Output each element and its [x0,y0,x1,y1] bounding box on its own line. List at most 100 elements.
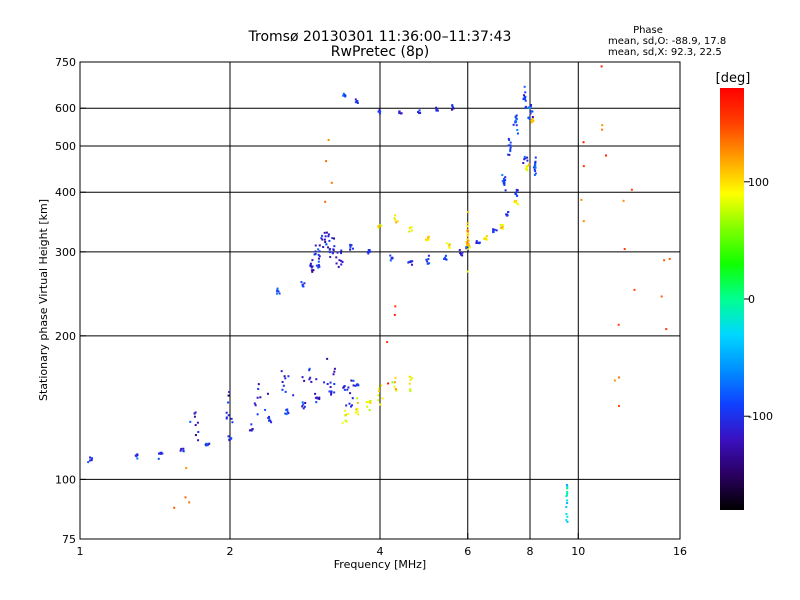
data-point [90,459,93,462]
data-point [369,250,372,253]
data-point [477,241,480,244]
data-point [408,230,411,233]
data-point [321,234,324,237]
data-point [318,255,321,258]
data-point [311,259,314,262]
data-point [391,381,394,384]
data-point [514,192,517,195]
data-point [318,396,321,399]
x-tick-label: 4 [377,545,384,558]
data-point [254,404,257,407]
data-point [329,255,332,258]
data-point [394,376,397,379]
data-point [327,235,330,238]
data-point [189,420,192,423]
data-point [323,238,326,241]
data-point [665,328,668,331]
data-point [427,237,430,240]
data-point [566,515,569,518]
data-point [356,101,359,104]
data-point [287,375,290,378]
data-point [333,391,336,394]
data-point [565,506,568,509]
data-point [331,237,334,240]
data-point [409,378,412,381]
data-point [467,242,470,245]
data-point [348,402,351,405]
chart-title: Tromsø 20130301 11:36:00–11:37:43 [248,29,512,45]
data-point [522,162,525,165]
data-point [475,241,478,244]
data-point [501,180,504,183]
data-point [580,198,583,201]
colorbar-gradient [720,88,744,510]
data-point [276,287,279,290]
data-point [504,176,507,179]
data-point [311,270,314,273]
data-point [345,404,348,407]
data-point [582,141,585,144]
data-point [502,182,505,185]
data-point [264,408,267,411]
data-point [250,429,253,432]
data-point [227,435,230,438]
data-point [160,451,163,454]
data-point [505,214,508,217]
data-point [314,252,317,255]
data-point [266,392,269,395]
data-point [419,111,422,114]
x-tick-label: 10 [571,545,585,558]
x-tick-label: 16 [673,545,687,558]
data-point [531,117,534,120]
data-point [507,137,510,140]
data-point [314,250,317,253]
y-tick-label: 600 [55,102,76,115]
data-point [345,420,348,423]
data-point [407,261,410,264]
data-point [527,116,530,119]
data-point [525,165,528,168]
data-point [425,258,428,261]
colorbar-tick-label: 0 [748,293,755,306]
data-point [310,380,313,383]
data-point [528,118,531,121]
data-point [663,259,666,262]
data-point [284,377,287,380]
data-point [418,109,421,112]
data-point [324,241,327,244]
data-point [528,163,531,166]
data-point [347,386,350,389]
data-point [308,378,311,381]
data-point [184,496,187,499]
data-point [193,415,196,418]
data-point [328,251,331,254]
data-point [391,257,394,260]
data-point [197,431,200,434]
data-point [310,269,313,272]
data-point [318,265,321,268]
data-point [204,443,207,446]
data-point [337,265,340,268]
data-point [323,381,326,384]
data-point [660,295,663,298]
data-point [356,99,359,102]
data-point [409,390,412,393]
data-point [303,405,306,408]
data-point [468,245,471,248]
data-point [500,226,503,229]
data-point [466,222,469,225]
data-point [333,245,336,248]
data-point [427,235,430,238]
data-point [356,384,359,387]
data-point [468,246,471,249]
y-tick-label: 75 [62,533,76,546]
data-point [352,379,355,382]
data-point [623,247,626,250]
y-tick-label: 100 [55,473,76,486]
data-point [343,409,346,412]
data-point [350,244,353,247]
data-point [566,487,569,490]
colorbar-ticks: 100 0 -100 [744,176,773,423]
data-point [515,124,518,127]
data-point [398,112,401,115]
